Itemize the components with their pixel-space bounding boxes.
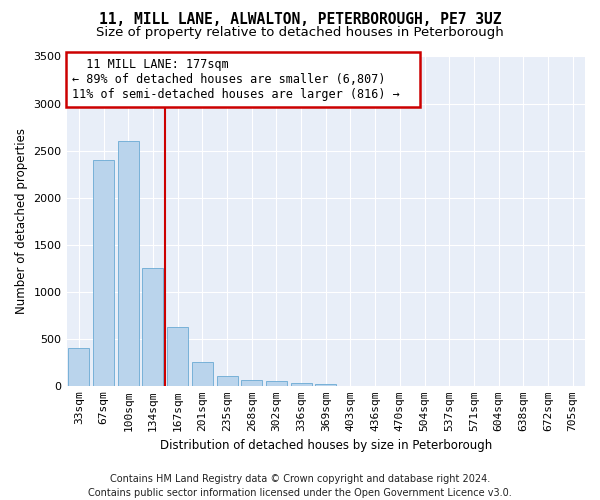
Text: 11 MILL LANE: 177sqm
← 89% of detached houses are smaller (6,807)
11% of semi-de: 11 MILL LANE: 177sqm ← 89% of detached h… (72, 58, 414, 101)
Text: Contains HM Land Registry data © Crown copyright and database right 2024.
Contai: Contains HM Land Registry data © Crown c… (88, 474, 512, 498)
Bar (315, 384, 336, 386)
Text: 11, MILL LANE, ALWALTON, PETERBOROUGH, PE7 3UZ: 11, MILL LANE, ALWALTON, PETERBOROUGH, P… (99, 12, 501, 28)
Bar (118, 141, 139, 386)
Bar (266, 380, 287, 386)
Bar (290, 382, 311, 386)
X-axis label: Distribution of detached houses by size in Peterborough: Distribution of detached houses by size … (160, 440, 492, 452)
Bar (68, 348, 89, 386)
Y-axis label: Number of detached properties: Number of detached properties (15, 128, 28, 314)
Text: Size of property relative to detached houses in Peterborough: Size of property relative to detached ho… (96, 26, 504, 39)
Bar (93, 160, 114, 386)
Bar (217, 376, 238, 386)
Bar (142, 268, 163, 386)
Bar (241, 380, 262, 386)
Bar (192, 362, 213, 386)
Bar (167, 326, 188, 386)
